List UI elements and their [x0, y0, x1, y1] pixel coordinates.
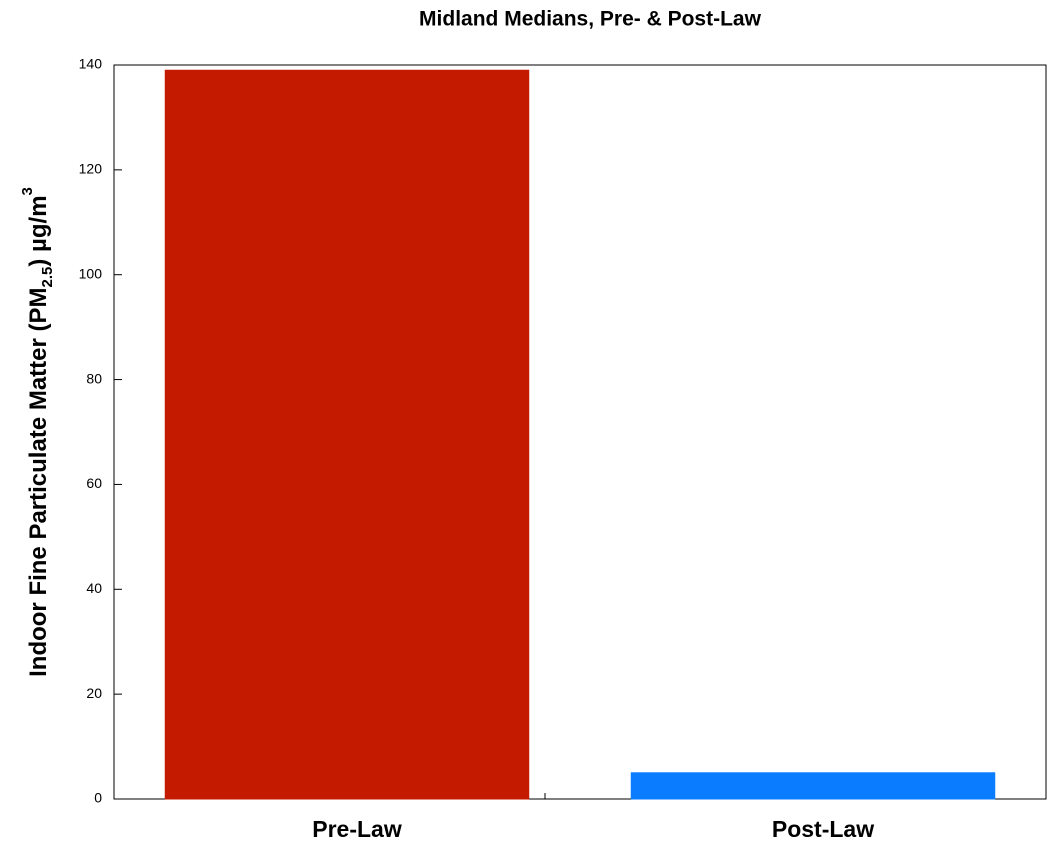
y-label-part: ) µg/m: [25, 195, 52, 266]
y-tick-label: 120: [79, 161, 103, 177]
y-tick-label: 40: [86, 580, 102, 596]
y-tick-label: 80: [86, 370, 102, 386]
plot-frame: [113, 64, 1047, 800]
y-label-superscript: 3: [19, 187, 36, 195]
y-tick-label: 0: [94, 790, 102, 806]
y-tick-label: 100: [79, 265, 103, 281]
y-label-subscript: 2.5: [39, 267, 56, 288]
y-tick-label: 140: [79, 56, 103, 72]
x-tick-label: Pre-Law: [312, 816, 402, 842]
bar: [164, 69, 530, 800]
x-tick-label: Post-Law: [772, 816, 874, 842]
bar: [630, 772, 996, 800]
y-axis-label: Indoor Fine Particulate Matter (PM2.5) µ…: [19, 187, 56, 677]
y-tick-label: 20: [86, 685, 102, 701]
y-label-part: Indoor Fine Particulate Matter (PM: [25, 287, 52, 676]
y-tick-label: 60: [86, 475, 102, 491]
chart-title: Midland Medians, Pre- & Post-Law: [419, 8, 762, 31]
